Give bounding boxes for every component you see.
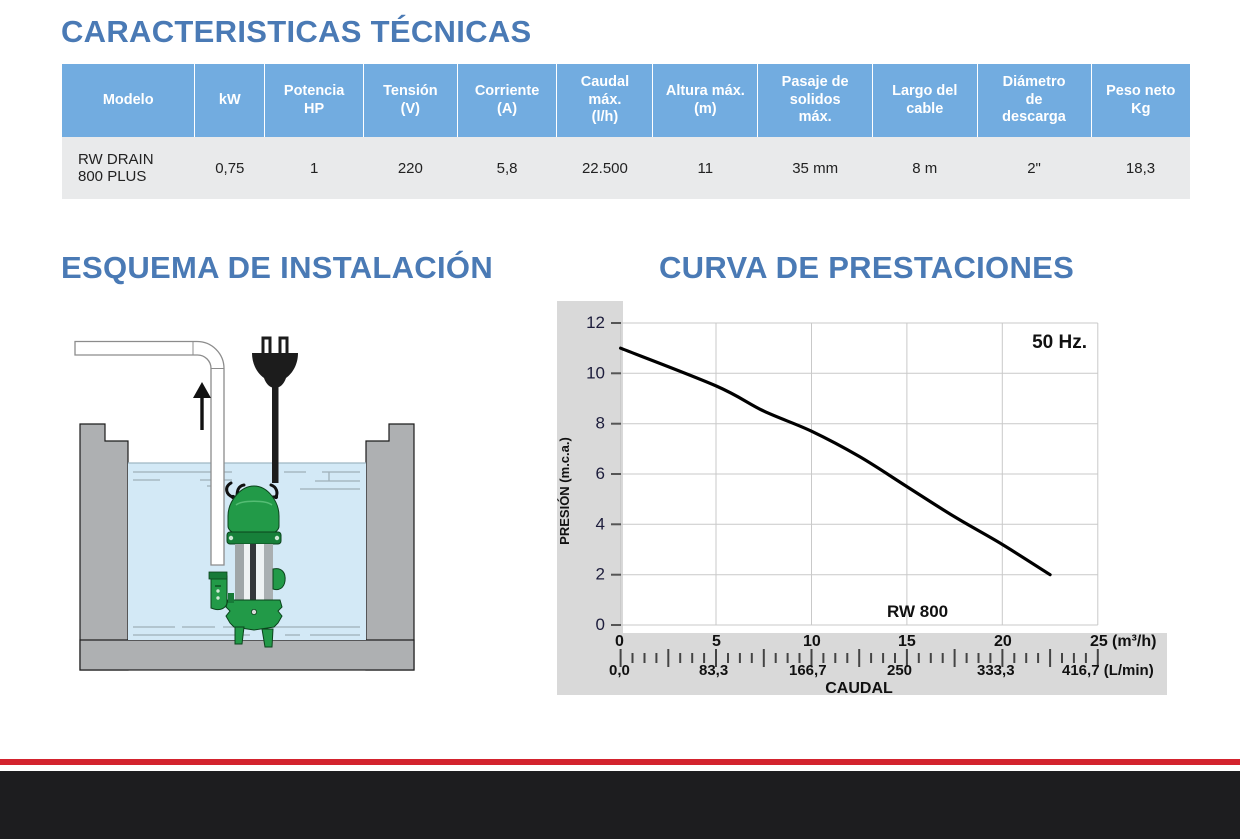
svg-text:5: 5 — [712, 633, 721, 650]
svg-text:4: 4 — [596, 514, 605, 533]
svg-text:12: 12 — [586, 313, 605, 332]
svg-text:RW 800: RW 800 — [887, 602, 948, 621]
svg-text:15: 15 — [898, 633, 916, 650]
svg-text:25: 25 — [1090, 633, 1108, 650]
svg-text:10: 10 — [586, 363, 605, 382]
svg-text:83,3: 83,3 — [699, 662, 728, 679]
svg-text:0,0: 0,0 — [609, 662, 630, 679]
svg-text:0: 0 — [596, 615, 605, 634]
svg-text:CAUDAL: CAUDAL — [825, 680, 893, 695]
svg-text:6: 6 — [596, 464, 605, 483]
svg-text:416,7 (L/min): 416,7 (L/min) — [1062, 662, 1154, 679]
svg-text:250: 250 — [887, 662, 912, 679]
svg-text:166,7: 166,7 — [789, 662, 827, 679]
svg-text:20: 20 — [994, 633, 1012, 650]
svg-text:2: 2 — [596, 565, 605, 584]
svg-text:50 Hz.: 50 Hz. — [1032, 332, 1087, 353]
svg-text:333,3: 333,3 — [977, 662, 1015, 679]
svg-text:10: 10 — [803, 633, 821, 650]
svg-text:8: 8 — [596, 414, 605, 433]
svg-text:0: 0 — [615, 633, 624, 650]
svg-text:(m³/h): (m³/h) — [1112, 633, 1156, 650]
svg-text:PRESIÓN (m.c.a.): PRESIÓN (m.c.a.) — [557, 437, 572, 545]
